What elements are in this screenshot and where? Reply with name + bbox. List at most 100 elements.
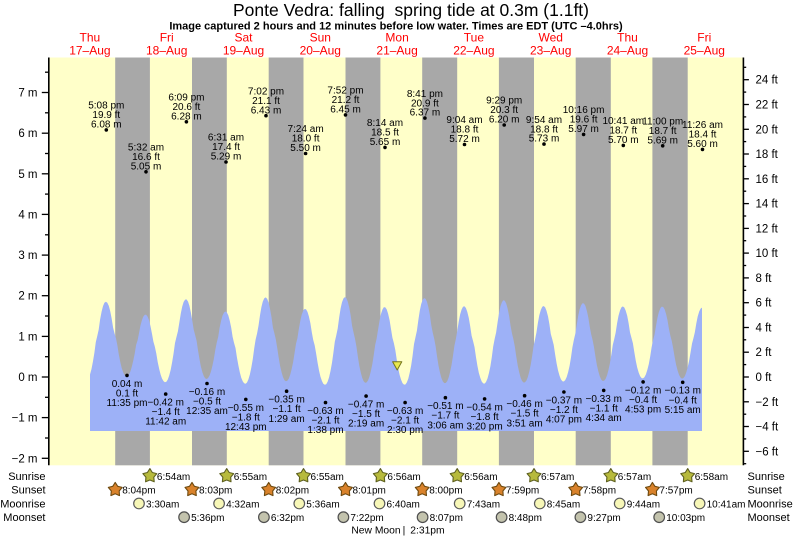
svg-text:−0.54 m: −0.54 m <box>466 402 502 413</box>
svg-text:−0.47 m: −0.47 m <box>348 400 384 411</box>
svg-text:6:58am: 6:58am <box>695 472 728 483</box>
svg-text:−1.8 ft: −1.8 ft <box>471 412 499 423</box>
svg-text:10:41am: 10:41am <box>707 499 746 510</box>
svg-text:5:36am: 5:36am <box>306 499 339 510</box>
svg-text:6:32pm: 6:32pm <box>271 513 304 524</box>
svg-text:Sunrise: Sunrise <box>748 471 785 483</box>
svg-text:6:55am: 6:55am <box>311 472 344 483</box>
svg-text:New Moon | 2:31pm: New Moon | 2:31pm <box>351 526 444 537</box>
svg-text:4 m: 4 m <box>18 209 37 221</box>
svg-text:6:56am: 6:56am <box>387 472 420 483</box>
svg-text:−1.7 ft: −1.7 ft <box>431 411 459 422</box>
svg-text:6.45 m: 6.45 m <box>330 105 361 116</box>
svg-text:2 m: 2 m <box>18 291 37 303</box>
svg-text:6.43 m: 6.43 m <box>251 105 282 116</box>
svg-text:9:54 am: 9:54 am <box>526 115 562 126</box>
svg-text:16.6 ft: 16.6 ft <box>132 152 160 163</box>
svg-text:Mon: Mon <box>385 31 408 45</box>
svg-text:4 ft: 4 ft <box>756 323 773 335</box>
svg-text:−0.63 m: −0.63 m <box>307 406 343 417</box>
svg-text:9:44am: 9:44am <box>627 499 660 510</box>
svg-text:24–Aug: 24–Aug <box>607 44 648 58</box>
svg-text:6.20 m: 6.20 m <box>489 115 520 126</box>
svg-text:8:14 am: 8:14 am <box>367 118 403 129</box>
svg-text:6:31 am: 6:31 am <box>208 133 244 144</box>
svg-text:18.5 ft: 18.5 ft <box>371 128 399 139</box>
svg-text:12 ft: 12 ft <box>756 223 779 235</box>
svg-text:3:06 am: 3:06 am <box>427 420 463 431</box>
svg-text:7:58pm: 7:58pm <box>583 486 616 497</box>
svg-text:Moonset: Moonset <box>3 512 45 524</box>
svg-text:0.04 m: 0.04 m <box>112 379 143 390</box>
svg-text:7:43am: 7:43am <box>467 499 500 510</box>
svg-text:−0.46 m: −0.46 m <box>506 399 542 410</box>
svg-text:−1.1 ft: −1.1 ft <box>273 404 301 415</box>
svg-text:−2 ft: −2 ft <box>756 397 780 409</box>
svg-text:6.37 m: 6.37 m <box>410 108 441 119</box>
svg-text:7:22pm: 7:22pm <box>350 513 383 524</box>
svg-text:0.1 ft: 0.1 ft <box>116 388 138 399</box>
svg-text:6:54am: 6:54am <box>157 472 190 483</box>
svg-text:Image captured 2 hours and 12: Image captured 2 hours and 12 minutes be… <box>169 21 623 33</box>
svg-text:11:00 pm: 11:00 pm <box>642 117 683 128</box>
svg-text:8:03pm: 8:03pm <box>199 486 232 497</box>
svg-text:−0.42 m: −0.42 m <box>147 398 183 409</box>
svg-text:3:20 pm: 3:20 pm <box>467 422 503 433</box>
svg-text:2:19 am: 2:19 am <box>348 419 384 430</box>
svg-text:18 ft: 18 ft <box>756 149 779 161</box>
svg-text:10 ft: 10 ft <box>756 248 779 260</box>
svg-text:−0.33 m: −0.33 m <box>585 394 621 405</box>
svg-text:Sat: Sat <box>234 31 253 45</box>
svg-text:Moonset: Moonset <box>748 512 790 524</box>
svg-text:−1.2 ft: −1.2 ft <box>550 405 578 416</box>
svg-text:0 ft: 0 ft <box>756 372 773 384</box>
svg-text:7:52 pm: 7:52 pm <box>327 86 363 97</box>
svg-text:4:34 am: 4:34 am <box>586 413 622 424</box>
svg-text:Fri: Fri <box>697 31 711 45</box>
svg-text:7:02 pm: 7:02 pm <box>248 86 284 97</box>
svg-text:5.97 m: 5.97 m <box>568 124 599 135</box>
svg-text:−0.4 ft: −0.4 ft <box>669 395 697 406</box>
svg-text:−1.5 ft: −1.5 ft <box>511 409 539 420</box>
svg-text:−0.4 ft: −0.4 ft <box>629 395 657 406</box>
svg-text:5:15 am: 5:15 am <box>665 405 701 416</box>
svg-text:5.60 m: 5.60 m <box>687 139 718 150</box>
svg-text:−0.55 m: −0.55 m <box>228 403 264 414</box>
svg-text:−0.12 m: −0.12 m <box>625 385 661 396</box>
svg-text:−0.5 ft: −0.5 ft <box>193 397 221 408</box>
svg-text:−2 m: −2 m <box>12 453 38 465</box>
svg-text:19.6 ft: 19.6 ft <box>570 115 598 126</box>
svg-text:2 ft: 2 ft <box>756 347 773 359</box>
svg-text:21.1 ft: 21.1 ft <box>252 96 280 107</box>
svg-text:−1.5 ft: −1.5 ft <box>352 409 380 420</box>
svg-text:16 ft: 16 ft <box>756 174 779 186</box>
svg-text:Sunrise: Sunrise <box>8 471 45 483</box>
svg-text:12:35 am: 12:35 am <box>186 406 228 417</box>
svg-text:Fri: Fri <box>160 31 174 45</box>
svg-text:Tue: Tue <box>464 31 485 45</box>
svg-text:18.8 ft: 18.8 ft <box>451 125 479 136</box>
svg-text:25–Aug: 25–Aug <box>684 44 725 58</box>
svg-text:18.4 ft: 18.4 ft <box>689 130 717 141</box>
svg-text:8:45am: 8:45am <box>547 499 580 510</box>
svg-text:8 ft: 8 ft <box>756 273 773 285</box>
svg-text:1:38 pm: 1:38 pm <box>307 425 343 436</box>
svg-text:4:32am: 4:32am <box>226 499 259 510</box>
svg-text:−2.1 ft: −2.1 ft <box>311 416 339 427</box>
svg-text:5:32 am: 5:32 am <box>128 143 164 154</box>
svg-text:8:41 pm: 8:41 pm <box>407 89 443 100</box>
svg-text:8:07pm: 8:07pm <box>430 513 463 524</box>
svg-text:11:42 am: 11:42 am <box>145 417 186 428</box>
svg-text:−6 ft: −6 ft <box>756 446 780 458</box>
svg-text:8:48pm: 8:48pm <box>509 513 542 524</box>
svg-text:20.9 ft: 20.9 ft <box>411 98 439 109</box>
svg-text:5.69 m: 5.69 m <box>647 135 678 146</box>
svg-text:Sunset: Sunset <box>748 485 782 497</box>
svg-text:5.05 m: 5.05 m <box>131 161 162 172</box>
svg-text:20–Aug: 20–Aug <box>300 44 341 58</box>
svg-text:7:24 am: 7:24 am <box>288 124 324 135</box>
svg-text:3 m: 3 m <box>18 250 37 262</box>
svg-text:5.70 m: 5.70 m <box>608 135 639 146</box>
svg-text:6:55am: 6:55am <box>234 472 267 483</box>
svg-text:3:51 am: 3:51 am <box>507 418 543 429</box>
